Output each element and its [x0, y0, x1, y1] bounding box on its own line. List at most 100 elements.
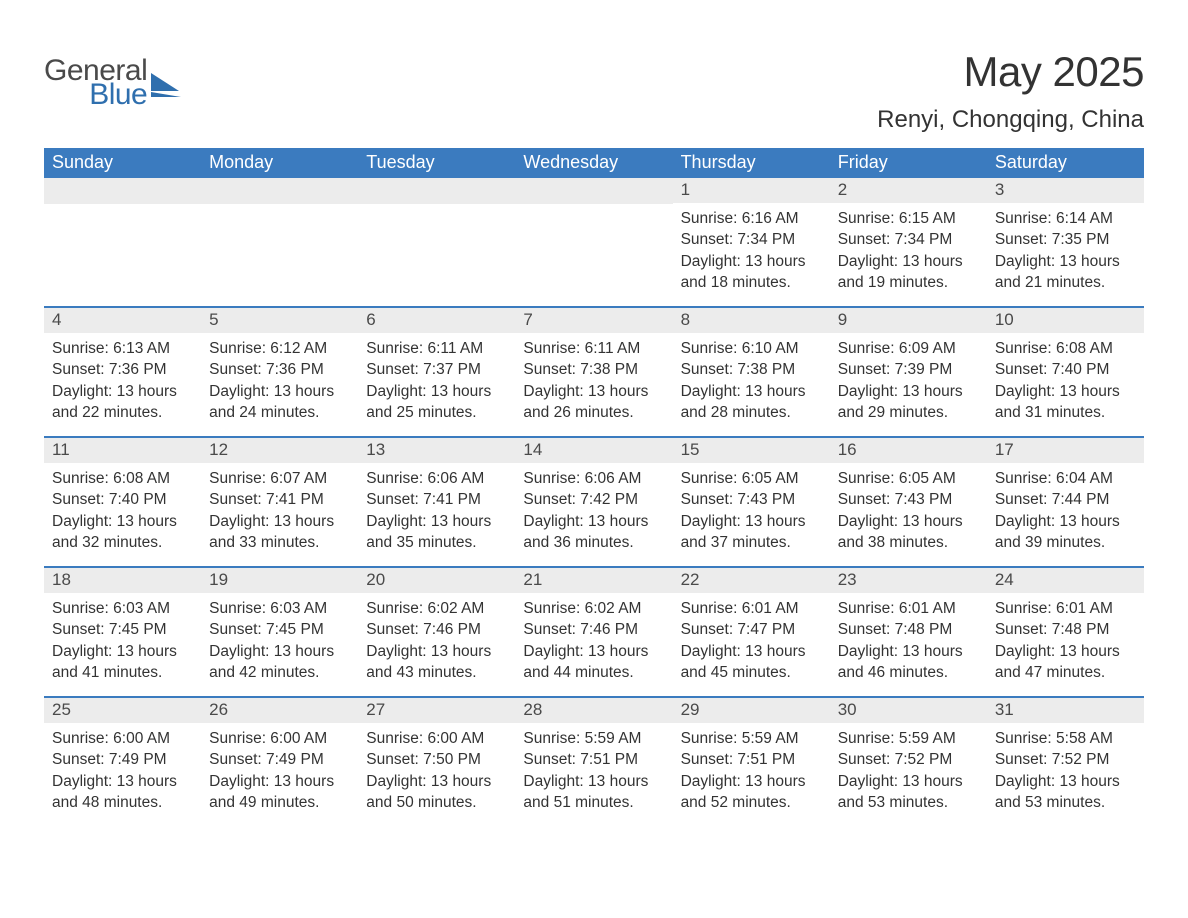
day-number: 12	[201, 438, 358, 463]
day-body: Sunrise: 6:00 AMSunset: 7:50 PMDaylight:…	[358, 723, 515, 822]
day-number: 23	[830, 568, 987, 593]
day-cell: 10Sunrise: 6:08 AMSunset: 7:40 PMDayligh…	[987, 308, 1144, 436]
day-body: Sunrise: 6:07 AMSunset: 7:41 PMDaylight:…	[201, 463, 358, 562]
sunrise-text: Sunrise: 6:00 AM	[366, 728, 507, 749]
logo-flag-icon	[151, 73, 183, 97]
day-body: Sunrise: 6:01 AMSunset: 7:47 PMDaylight:…	[673, 593, 830, 692]
weekday-header: Wednesday	[515, 148, 672, 178]
sunset-text: Sunset: 7:51 PM	[523, 749, 664, 770]
weeks-container: 1Sunrise: 6:16 AMSunset: 7:34 PMDaylight…	[44, 178, 1144, 826]
daylight-text: Daylight: 13 hours and 49 minutes.	[209, 771, 350, 814]
day-body: Sunrise: 6:09 AMSunset: 7:39 PMDaylight:…	[830, 333, 987, 432]
day-cell: 9Sunrise: 6:09 AMSunset: 7:39 PMDaylight…	[830, 308, 987, 436]
day-cell: 1Sunrise: 6:16 AMSunset: 7:34 PMDaylight…	[673, 178, 830, 306]
sunrise-text: Sunrise: 6:02 AM	[366, 598, 507, 619]
sunset-text: Sunset: 7:50 PM	[366, 749, 507, 770]
daylight-text: Daylight: 13 hours and 33 minutes.	[209, 511, 350, 554]
sunset-text: Sunset: 7:46 PM	[523, 619, 664, 640]
day-cell: 15Sunrise: 6:05 AMSunset: 7:43 PMDayligh…	[673, 438, 830, 566]
sunrise-text: Sunrise: 6:10 AM	[681, 338, 822, 359]
sunrise-text: Sunrise: 6:08 AM	[995, 338, 1136, 359]
sunset-text: Sunset: 7:45 PM	[209, 619, 350, 640]
sunset-text: Sunset: 7:46 PM	[366, 619, 507, 640]
day-body: Sunrise: 6:05 AMSunset: 7:43 PMDaylight:…	[830, 463, 987, 562]
daylight-text: Daylight: 13 hours and 42 minutes.	[209, 641, 350, 684]
day-body: Sunrise: 6:13 AMSunset: 7:36 PMDaylight:…	[44, 333, 201, 432]
day-cell: 7Sunrise: 6:11 AMSunset: 7:38 PMDaylight…	[515, 308, 672, 436]
sunrise-text: Sunrise: 6:03 AM	[52, 598, 193, 619]
day-number: 3	[987, 178, 1144, 203]
weekday-header: Sunday	[44, 148, 201, 178]
day-number: 15	[673, 438, 830, 463]
daylight-text: Daylight: 13 hours and 26 minutes.	[523, 381, 664, 424]
sunset-text: Sunset: 7:40 PM	[52, 489, 193, 510]
sunrise-text: Sunrise: 6:14 AM	[995, 208, 1136, 229]
sunset-text: Sunset: 7:34 PM	[838, 229, 979, 250]
sunset-text: Sunset: 7:52 PM	[838, 749, 979, 770]
weekday-header-row: Sunday Monday Tuesday Wednesday Thursday…	[44, 148, 1144, 178]
sunrise-text: Sunrise: 6:12 AM	[209, 338, 350, 359]
calendar: Sunday Monday Tuesday Wednesday Thursday…	[44, 148, 1144, 826]
day-body: Sunrise: 6:03 AMSunset: 7:45 PMDaylight:…	[44, 593, 201, 692]
daylight-text: Daylight: 13 hours and 28 minutes.	[681, 381, 822, 424]
day-cell: 17Sunrise: 6:04 AMSunset: 7:44 PMDayligh…	[987, 438, 1144, 566]
day-number: 26	[201, 698, 358, 723]
day-cell: 11Sunrise: 6:08 AMSunset: 7:40 PMDayligh…	[44, 438, 201, 566]
sunset-text: Sunset: 7:48 PM	[995, 619, 1136, 640]
day-body: Sunrise: 6:06 AMSunset: 7:42 PMDaylight:…	[515, 463, 672, 562]
sunset-text: Sunset: 7:49 PM	[209, 749, 350, 770]
day-body: Sunrise: 6:04 AMSunset: 7:44 PMDaylight:…	[987, 463, 1144, 562]
day-cell: 26Sunrise: 6:00 AMSunset: 7:49 PMDayligh…	[201, 698, 358, 826]
day-cell: 23Sunrise: 6:01 AMSunset: 7:48 PMDayligh…	[830, 568, 987, 696]
sunrise-text: Sunrise: 6:00 AM	[52, 728, 193, 749]
day-cell: 31Sunrise: 5:58 AMSunset: 7:52 PMDayligh…	[987, 698, 1144, 826]
day-body: Sunrise: 6:00 AMSunset: 7:49 PMDaylight:…	[44, 723, 201, 822]
day-number: 4	[44, 308, 201, 333]
day-number: 22	[673, 568, 830, 593]
daylight-text: Daylight: 13 hours and 39 minutes.	[995, 511, 1136, 554]
day-cell: 6Sunrise: 6:11 AMSunset: 7:37 PMDaylight…	[358, 308, 515, 436]
day-body: Sunrise: 6:01 AMSunset: 7:48 PMDaylight:…	[987, 593, 1144, 692]
sunset-text: Sunset: 7:49 PM	[52, 749, 193, 770]
sunrise-text: Sunrise: 6:02 AM	[523, 598, 664, 619]
sunrise-text: Sunrise: 6:06 AM	[366, 468, 507, 489]
sunrise-text: Sunrise: 6:06 AM	[523, 468, 664, 489]
logo-text: General Blue	[44, 56, 147, 110]
day-body: Sunrise: 5:59 AMSunset: 7:51 PMDaylight:…	[673, 723, 830, 822]
daylight-text: Daylight: 13 hours and 50 minutes.	[366, 771, 507, 814]
daylight-text: Daylight: 13 hours and 47 minutes.	[995, 641, 1136, 684]
day-body: Sunrise: 5:58 AMSunset: 7:52 PMDaylight:…	[987, 723, 1144, 822]
day-body: Sunrise: 6:11 AMSunset: 7:38 PMDaylight:…	[515, 333, 672, 432]
day-number	[201, 178, 358, 204]
day-number: 7	[515, 308, 672, 333]
day-number	[44, 178, 201, 204]
day-cell: 27Sunrise: 6:00 AMSunset: 7:50 PMDayligh…	[358, 698, 515, 826]
day-number	[358, 178, 515, 204]
sunrise-text: Sunrise: 6:16 AM	[681, 208, 822, 229]
weekday-header: Friday	[830, 148, 987, 178]
day-body: Sunrise: 6:16 AMSunset: 7:34 PMDaylight:…	[673, 203, 830, 302]
daylight-text: Daylight: 13 hours and 32 minutes.	[52, 511, 193, 554]
sunrise-text: Sunrise: 6:11 AM	[366, 338, 507, 359]
daylight-text: Daylight: 13 hours and 53 minutes.	[995, 771, 1136, 814]
weekday-header: Tuesday	[358, 148, 515, 178]
day-cell: 8Sunrise: 6:10 AMSunset: 7:38 PMDaylight…	[673, 308, 830, 436]
daylight-text: Daylight: 13 hours and 41 minutes.	[52, 641, 193, 684]
sunrise-text: Sunrise: 6:01 AM	[681, 598, 822, 619]
day-body: Sunrise: 6:08 AMSunset: 7:40 PMDaylight:…	[44, 463, 201, 562]
daylight-text: Daylight: 13 hours and 52 minutes.	[681, 771, 822, 814]
sunset-text: Sunset: 7:52 PM	[995, 749, 1136, 770]
sunset-text: Sunset: 7:44 PM	[995, 489, 1136, 510]
day-number: 13	[358, 438, 515, 463]
daylight-text: Daylight: 13 hours and 51 minutes.	[523, 771, 664, 814]
daylight-text: Daylight: 13 hours and 46 minutes.	[838, 641, 979, 684]
day-number: 19	[201, 568, 358, 593]
weekday-header: Saturday	[987, 148, 1144, 178]
week-row: 25Sunrise: 6:00 AMSunset: 7:49 PMDayligh…	[44, 696, 1144, 826]
daylight-text: Daylight: 13 hours and 36 minutes.	[523, 511, 664, 554]
sunset-text: Sunset: 7:36 PM	[209, 359, 350, 380]
day-body: Sunrise: 6:03 AMSunset: 7:45 PMDaylight:…	[201, 593, 358, 692]
day-number	[515, 178, 672, 204]
day-body: Sunrise: 6:02 AMSunset: 7:46 PMDaylight:…	[515, 593, 672, 692]
day-number: 5	[201, 308, 358, 333]
